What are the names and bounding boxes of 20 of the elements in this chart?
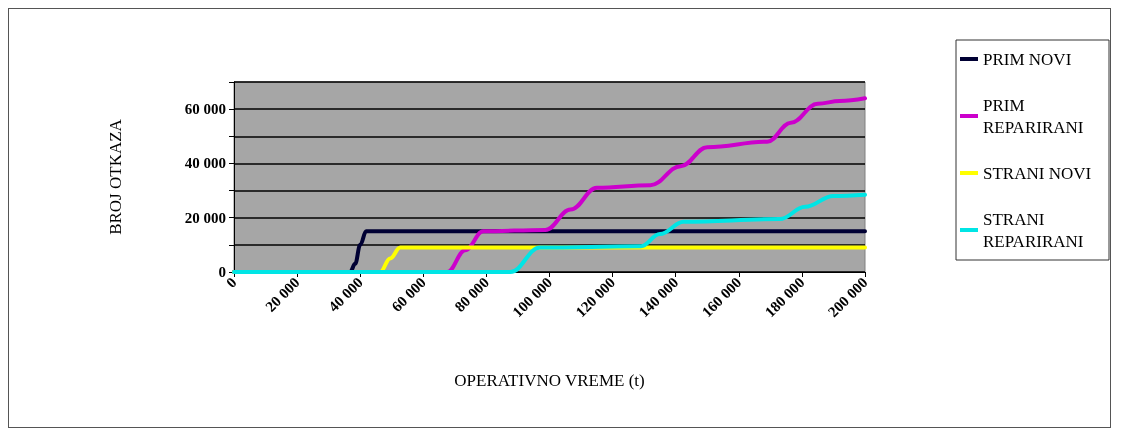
legend-label: STRANI NOVI — [983, 163, 1092, 183]
x-tick-label: 80 000 — [451, 274, 493, 315]
y-axis-title: BROJ OTKAZA — [106, 118, 125, 235]
x-tick-label: 160 000 — [698, 274, 745, 321]
x-tick-label: 100 000 — [509, 274, 556, 321]
legend-label: PRIM NOVI — [983, 49, 1072, 69]
y-tick-label: 60 000 — [184, 101, 226, 118]
x-tick-label: 120 000 — [572, 274, 619, 321]
x-tick-label: 200 000 — [824, 274, 871, 321]
legend-label: PRIM REPARIRANI — [983, 95, 1084, 137]
y-tick-label: 20 000 — [184, 209, 226, 226]
x-tick-label: 20 000 — [262, 274, 303, 315]
x-tick-label: 180 000 — [761, 274, 808, 321]
y-tick-label: 0 — [218, 264, 226, 280]
x-tick-label: 140 000 — [635, 274, 682, 321]
legend-label: STRANI REPARIRANI — [983, 209, 1084, 251]
x-tick-label: 60 000 — [388, 274, 429, 315]
x-axis-title: OPERATIVNO VREME (t) — [454, 371, 645, 390]
x-tick-label: 40 000 — [325, 274, 366, 315]
y-tick-label: 40 000 — [184, 155, 226, 172]
